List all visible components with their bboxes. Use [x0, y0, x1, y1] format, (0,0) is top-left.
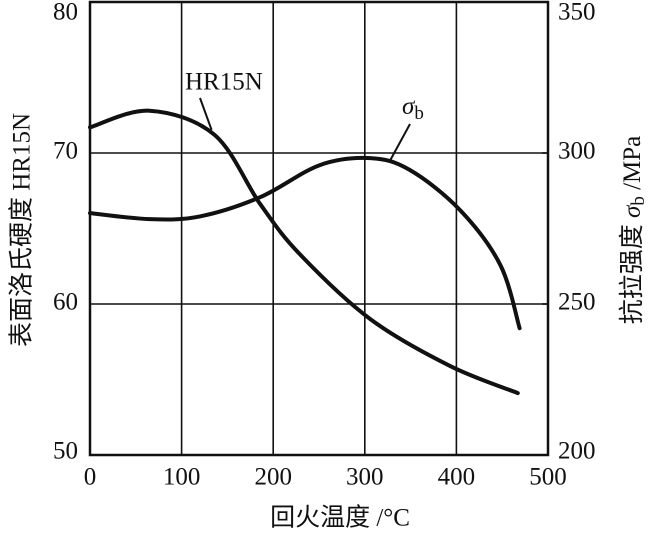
x-tick-label: 200	[254, 464, 292, 491]
plot-frame	[88, 0, 550, 457]
series-label: HR15N	[185, 69, 263, 96]
y-tick-label: 80	[53, 0, 78, 26]
y2-axis-title: 抗拉强度 σb /MPa	[618, 136, 650, 325]
label-leader	[199, 97, 213, 131]
y2-title-symbol: σ	[619, 204, 646, 218]
y2-tick-label: 350	[558, 0, 596, 26]
x-tick-label: 400	[438, 464, 476, 491]
series-label-symbol: σ	[402, 93, 416, 120]
x-tick-label: 500	[529, 464, 567, 491]
y2-tick-label: 200	[558, 438, 596, 465]
y2-tick-label: 250	[558, 289, 596, 316]
series-label-subscript: b	[414, 103, 424, 124]
x-tick-label: 100	[163, 464, 201, 491]
line-series	[88, 108, 520, 396]
x-axis-title: 回火温度 /°C	[270, 504, 410, 532]
y-tick-label: 60	[53, 289, 78, 316]
y-axis-title: 表面洛氏硬度 HR15N	[8, 113, 36, 347]
y2-title-suffix: /MPa	[619, 136, 646, 196]
line-series	[88, 155, 522, 331]
x-tick-label: 0	[84, 464, 97, 491]
label-leader	[389, 123, 411, 161]
y2-title-prefix: 抗拉强度	[618, 218, 646, 324]
x-tick-label: 300	[346, 464, 384, 491]
y2-title-subscript: b	[628, 196, 649, 206]
series-label: σb	[402, 93, 424, 125]
y-tick-label: 70	[53, 138, 78, 165]
y-tick-label: 50	[53, 438, 78, 465]
y2-tick-label: 300	[558, 138, 596, 165]
